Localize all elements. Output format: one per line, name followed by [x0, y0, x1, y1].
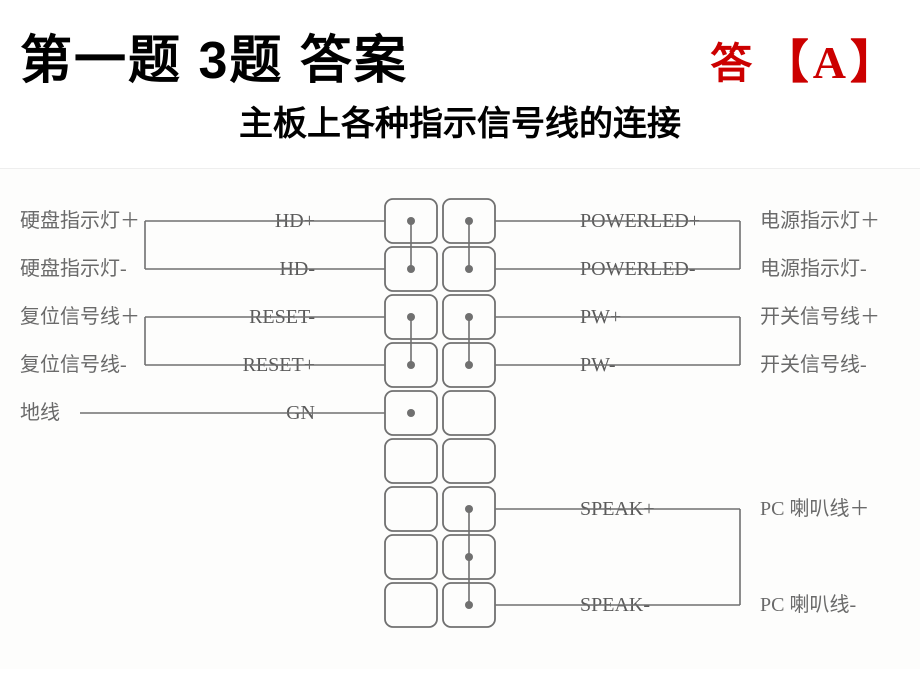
answer-value: 【A】	[763, 37, 900, 88]
svg-text:PC 喇叭线＋: PC 喇叭线＋	[760, 497, 869, 520]
svg-text:PC 喇叭线-: PC 喇叭线-	[760, 593, 856, 616]
svg-text:开关信号线-: 开关信号线-	[760, 353, 867, 376]
title-row: 第一题 3题 答案 答 【A】	[20, 18, 900, 93]
diagram-svg: HD+POWERLED+硬盘指示灯＋电源指示灯＋HD-POWERLED-硬盘指示…	[0, 169, 920, 669]
svg-text:硬盘指示灯＋: 硬盘指示灯＋	[20, 209, 140, 232]
svg-text:电源指示灯＋: 电源指示灯＋	[760, 209, 880, 232]
svg-text:硬盘指示灯-: 硬盘指示灯-	[20, 257, 127, 280]
svg-text:复位信号线＋: 复位信号线＋	[20, 305, 140, 328]
svg-text:开关信号线＋: 开关信号线＋	[760, 305, 880, 328]
svg-text:地线: 地线	[20, 401, 60, 424]
answer-label: 答	[710, 42, 752, 88]
svg-text:电源指示灯-: 电源指示灯-	[760, 257, 867, 280]
subtitle: 主板上各种指示信号线的连接	[0, 96, 920, 145]
svg-text:复位信号线-: 复位信号线-	[20, 353, 127, 376]
pin-diagram: HD+POWERLED+硬盘指示灯＋电源指示灯＋HD-POWERLED-硬盘指示…	[0, 168, 920, 669]
answer-block: 答 【A】	[710, 26, 900, 92]
page-title: 第一题 3题 答案	[20, 18, 408, 93]
